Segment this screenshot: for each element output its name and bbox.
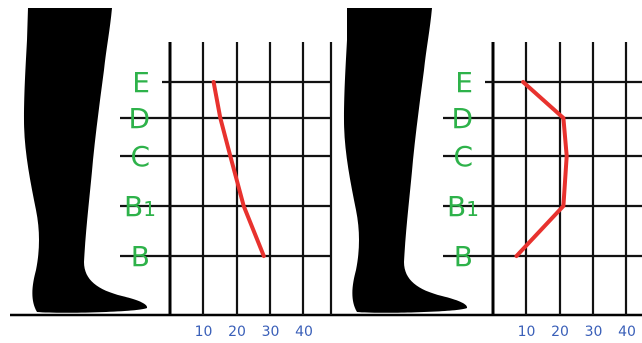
level-label: C <box>453 140 473 173</box>
x-tick-label: 20 <box>551 324 569 340</box>
level-label: D <box>451 102 473 135</box>
series-line <box>514 80 569 258</box>
x-tick-label: 20 <box>228 324 246 340</box>
level-label: E <box>455 66 473 99</box>
level-label: E <box>132 66 150 99</box>
x-tick-label: 30 <box>262 324 280 340</box>
leg-silhouette-icon <box>344 8 468 313</box>
chart-panel-right: B B1 CDE 10 20 30 40 <box>344 8 642 340</box>
chart-panel-left: B B1 CDE 10 20 30 40 <box>24 8 333 340</box>
level-label: D <box>128 102 150 135</box>
x-tick-label: 10 <box>518 324 536 340</box>
leg-silhouette-icon <box>24 8 148 313</box>
level-label: B <box>454 240 473 273</box>
level-label: B1 <box>124 190 156 223</box>
x-tick-label: 10 <box>195 324 213 340</box>
x-tick-label: 40 <box>295 324 313 340</box>
x-tick-label: 30 <box>585 324 603 340</box>
level-label: B <box>131 240 150 273</box>
series-line <box>211 80 266 258</box>
level-label: C <box>130 140 150 173</box>
x-tick-label: 40 <box>618 324 636 340</box>
level-label: B1 <box>447 190 479 223</box>
